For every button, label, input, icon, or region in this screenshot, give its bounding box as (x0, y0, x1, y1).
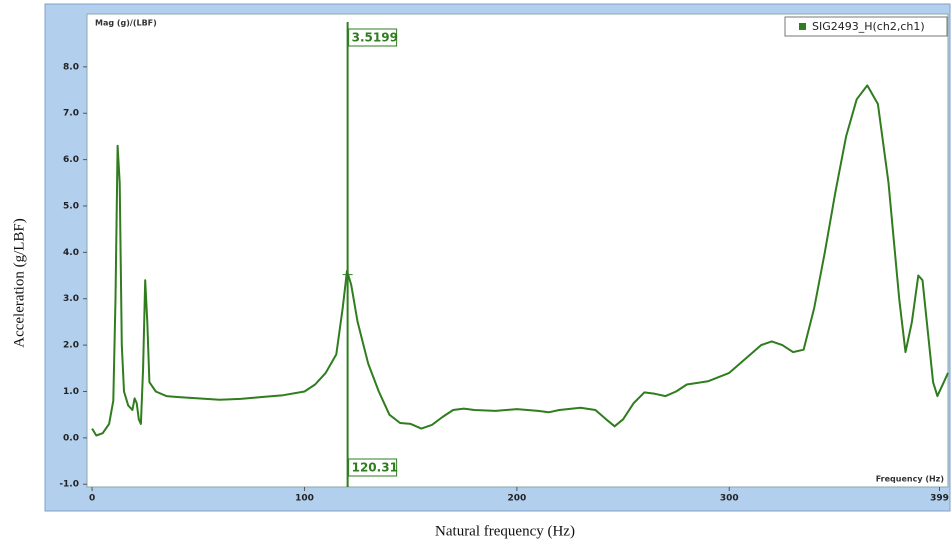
x-tick-label: 300 (720, 494, 739, 504)
y-tick-label: 5.0 (63, 201, 79, 211)
legend-label: SIG2493_H(ch2,ch1) (812, 20, 925, 33)
cursor-x-label: 120.31 (352, 461, 398, 475)
y-tick-label: 7.0 (63, 109, 79, 119)
y-tick-label: 2.0 (63, 341, 79, 351)
series-line (91, 84, 949, 437)
y-tick-label: -1.0 (59, 480, 79, 490)
x-tick-label: 100 (295, 494, 314, 504)
plot-area (86, 13, 949, 488)
y-tick-label: 4.0 (63, 248, 79, 258)
x-axis-title: Natural frequency (Hz) (435, 523, 575, 539)
y-tick-label: 6.0 (63, 155, 79, 165)
cursor-x-box (348, 458, 398, 477)
x-caption: Frequency (Hz) (876, 475, 944, 484)
plot-title: Mag (g)/(LBF) (95, 19, 157, 28)
y-tick-label: 1.0 (63, 387, 79, 397)
cursor-y-label: 3.5199 (352, 31, 398, 45)
y-tick-label: 8.0 (63, 62, 79, 72)
legend-swatch (799, 23, 806, 30)
y-tick-label: 0.0 (63, 433, 79, 443)
legend (784, 16, 948, 37)
x-tick-label: 0 (89, 494, 95, 504)
cursor-y-box (348, 28, 398, 47)
y-tick-label: 3.0 (63, 294, 79, 304)
y-axis-title: Acceleration (g/LBF) (11, 218, 27, 348)
x-tick-label: 399 (930, 494, 949, 504)
x-tick-label: 200 (507, 494, 526, 504)
